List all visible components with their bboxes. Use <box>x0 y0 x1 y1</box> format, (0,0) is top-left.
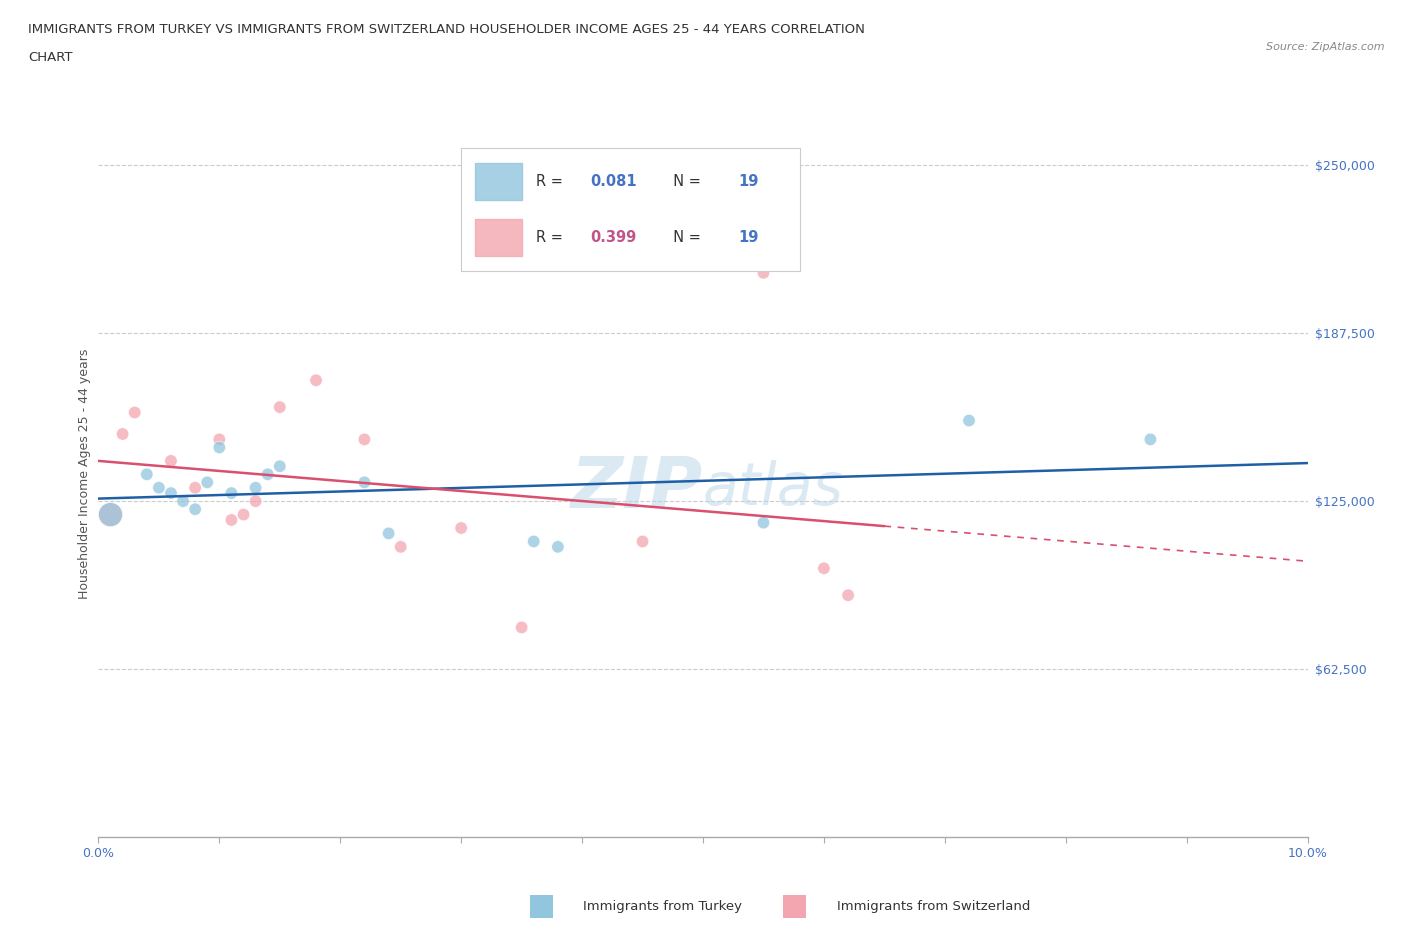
Point <box>305 373 328 388</box>
Point <box>221 512 243 527</box>
Point <box>221 485 243 500</box>
Point <box>269 400 291 415</box>
Text: ZIP: ZIP <box>571 455 703 524</box>
Point <box>148 480 170 495</box>
Text: N =: N = <box>664 174 706 189</box>
Point <box>232 507 254 522</box>
Text: Source: ZipAtlas.com: Source: ZipAtlas.com <box>1267 42 1385 52</box>
Text: 19: 19 <box>738 174 759 189</box>
Bar <box>475 219 522 257</box>
Point <box>957 413 980 428</box>
Point <box>377 526 399 541</box>
Point <box>813 561 835 576</box>
Point <box>245 494 267 509</box>
Bar <box>475 163 522 200</box>
Point <box>523 534 546 549</box>
Point <box>1139 432 1161 446</box>
Point <box>124 405 146 420</box>
Point <box>510 620 533 635</box>
Point <box>245 480 267 495</box>
Point <box>208 432 231 446</box>
Text: Immigrants from Turkey: Immigrants from Turkey <box>583 900 742 913</box>
Text: 19: 19 <box>738 231 759 246</box>
Point <box>450 521 472 536</box>
Text: R =: R = <box>536 174 567 189</box>
Text: IMMIGRANTS FROM TURKEY VS IMMIGRANTS FROM SWITZERLAND HOUSEHOLDER INCOME AGES 25: IMMIGRANTS FROM TURKEY VS IMMIGRANTS FRO… <box>28 23 865 36</box>
Point <box>752 265 775 280</box>
Point <box>208 440 231 455</box>
Point <box>195 475 218 490</box>
Text: 0.081: 0.081 <box>591 174 637 189</box>
Point <box>631 534 654 549</box>
Point <box>353 432 375 446</box>
Text: CHART: CHART <box>28 51 73 64</box>
Point <box>160 485 183 500</box>
Point <box>100 507 122 522</box>
Text: atlas: atlas <box>703 460 844 517</box>
Point <box>752 515 775 530</box>
Point <box>111 427 134 442</box>
Point <box>389 539 412 554</box>
Point <box>837 588 859 603</box>
Point <box>353 475 375 490</box>
Text: N =: N = <box>664 231 706 246</box>
Y-axis label: Householder Income Ages 25 - 44 years: Householder Income Ages 25 - 44 years <box>79 349 91 600</box>
Text: 0.399: 0.399 <box>591 231 636 246</box>
Point <box>256 467 278 482</box>
Point <box>184 480 207 495</box>
Point <box>184 502 207 517</box>
Text: R =: R = <box>536 231 567 246</box>
Point <box>269 458 291 473</box>
Point <box>100 507 122 522</box>
Point <box>547 539 569 554</box>
Point <box>172 494 194 509</box>
Point <box>160 454 183 469</box>
Text: Immigrants from Switzerland: Immigrants from Switzerland <box>837 900 1031 913</box>
Point <box>135 467 157 482</box>
